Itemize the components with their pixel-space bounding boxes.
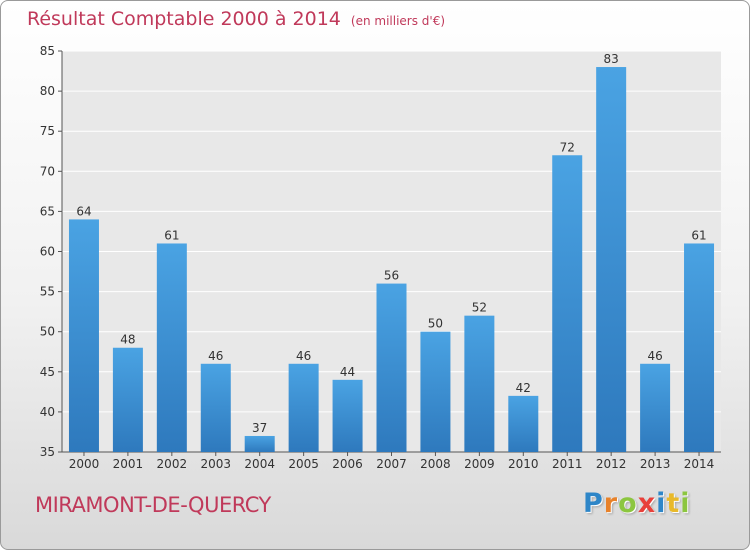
chart-title: Résultat Comptable 2000 à 2014 (en millie… bbox=[27, 8, 445, 30]
x-tick-label: 2005 bbox=[288, 457, 319, 471]
bar bbox=[684, 243, 715, 452]
bar bbox=[332, 379, 363, 452]
bar bbox=[244, 435, 275, 452]
x-tick-label: 2013 bbox=[640, 457, 671, 471]
y-tick-label: 70 bbox=[40, 164, 55, 178]
city-name: MIRAMONT-DE-QUERCY bbox=[35, 493, 271, 517]
bar bbox=[508, 395, 539, 452]
bar bbox=[376, 283, 407, 452]
bar bbox=[420, 331, 451, 452]
bar-value-label: 46 bbox=[647, 349, 662, 363]
logo-letter: x bbox=[637, 488, 657, 519]
y-tick-label: 85 bbox=[40, 44, 55, 58]
x-tick-label: 2000 bbox=[69, 457, 100, 471]
bar-value-label: 44 bbox=[340, 365, 355, 379]
bar bbox=[200, 363, 231, 452]
bar bbox=[156, 243, 187, 452]
x-tick-label: 2012 bbox=[596, 457, 627, 471]
bar-value-label: 64 bbox=[76, 204, 91, 218]
bar bbox=[288, 363, 319, 452]
bar-value-label: 37 bbox=[252, 421, 267, 435]
y-tick-label: 55 bbox=[40, 285, 55, 299]
bar-value-label: 42 bbox=[516, 381, 531, 395]
logo-letter: o bbox=[618, 488, 638, 519]
chart-title-text: Résultat Comptable 2000 à 2014 bbox=[27, 8, 341, 30]
logo-letter: r bbox=[603, 488, 619, 519]
y-tick-label: 35 bbox=[40, 445, 55, 459]
x-tick-label: 2006 bbox=[332, 457, 363, 471]
y-tick-label: 40 bbox=[40, 405, 55, 419]
x-tick-label: 2001 bbox=[113, 457, 144, 471]
bar-value-label: 48 bbox=[120, 333, 135, 347]
logo-letter: i bbox=[656, 488, 667, 519]
bar-value-label: 56 bbox=[384, 269, 399, 283]
y-tick-label: 50 bbox=[40, 325, 55, 339]
bar bbox=[112, 347, 143, 452]
y-tick-label: 65 bbox=[40, 204, 55, 218]
bar-value-label: 72 bbox=[560, 140, 575, 154]
logo-letter: i bbox=[680, 488, 691, 519]
x-tick-label: 2004 bbox=[244, 457, 275, 471]
bar-value-label: 83 bbox=[604, 52, 619, 66]
logo-letter: P bbox=[583, 488, 604, 519]
bar bbox=[552, 155, 583, 452]
proxiti-logo: Proxiti bbox=[583, 488, 691, 519]
bar-value-label: 46 bbox=[208, 349, 223, 363]
x-tick-label: 2014 bbox=[684, 457, 715, 471]
x-tick-label: 2010 bbox=[508, 457, 539, 471]
bar-value-label: 50 bbox=[428, 317, 443, 331]
bar-value-label: 61 bbox=[164, 228, 179, 242]
bar bbox=[640, 363, 671, 452]
y-tick-label: 80 bbox=[40, 84, 55, 98]
logo-letter: t bbox=[666, 488, 681, 519]
bar bbox=[464, 315, 495, 452]
y-tick-label: 60 bbox=[40, 245, 55, 259]
x-tick-label: 2003 bbox=[200, 457, 231, 471]
x-tick-label: 2009 bbox=[464, 457, 495, 471]
bar bbox=[596, 67, 627, 452]
x-tick-label: 2008 bbox=[420, 457, 451, 471]
chart-unit: (en milliers d'€) bbox=[350, 14, 446, 28]
bar bbox=[68, 219, 99, 452]
x-tick-label: 2002 bbox=[157, 457, 188, 471]
bar-value-label: 61 bbox=[691, 228, 706, 242]
bar-value-label: 52 bbox=[472, 301, 487, 315]
x-tick-label: 2011 bbox=[552, 457, 583, 471]
bar-value-label: 46 bbox=[296, 349, 311, 363]
x-tick-label: 2007 bbox=[376, 457, 407, 471]
y-tick-label: 45 bbox=[40, 365, 55, 379]
y-tick-label: 75 bbox=[40, 124, 55, 138]
